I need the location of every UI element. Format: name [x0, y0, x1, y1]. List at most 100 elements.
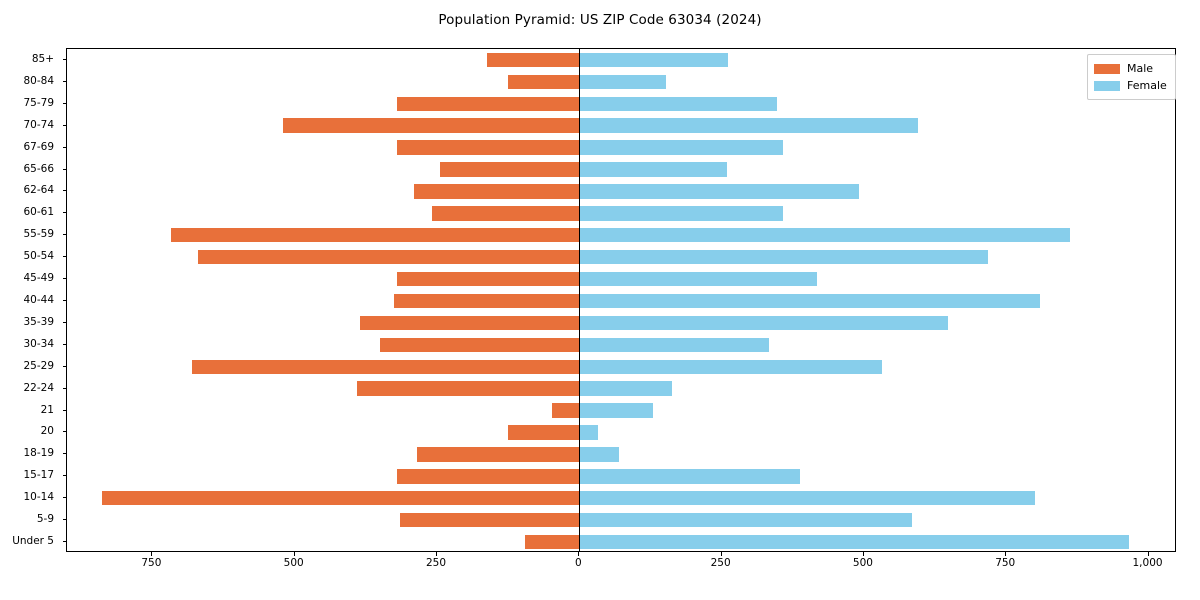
x-tick-label: 750 — [141, 557, 162, 569]
bar-male — [101, 490, 580, 506]
y-tick-mark — [62, 212, 66, 214]
x-tick-mark — [862, 552, 864, 556]
bar-male — [197, 249, 580, 265]
bar-row — [67, 490, 1175, 506]
bar-row — [67, 534, 1175, 550]
bar-male — [551, 403, 580, 418]
bar-male — [400, 512, 580, 528]
y-tick-mark — [62, 343, 66, 345]
x-tick-mark — [578, 552, 580, 556]
bar-male — [508, 74, 580, 90]
bar-female — [579, 140, 784, 155]
y-tick-label: 70-74 — [23, 118, 54, 131]
x-axis-tick-labels: 750 500 250 0 250 500 750 1,000 — [66, 557, 1176, 577]
x-tick-mark — [1005, 552, 1007, 556]
y-tick-mark — [62, 475, 66, 477]
zero-axis-line — [579, 49, 581, 551]
y-tick-mark — [62, 190, 66, 192]
chart-legend: Male Female — [1087, 54, 1176, 100]
bar-male — [417, 447, 580, 462]
legend-item-male: Male — [1094, 60, 1169, 77]
x-tick-label: 750 — [995, 557, 1016, 569]
bar-male — [397, 469, 580, 484]
y-tick-label: 25-29 — [23, 359, 54, 372]
bar-row — [67, 96, 1175, 111]
y-tick-mark — [62, 409, 66, 411]
bar-row — [67, 249, 1175, 265]
x-tick-mark — [436, 552, 437, 556]
bar-male — [380, 337, 580, 353]
bar-row — [67, 184, 1175, 199]
bar-row — [67, 140, 1175, 155]
y-tick-label: 50-54 — [23, 250, 54, 263]
bar-row — [67, 359, 1175, 374]
legend-label-female: Female — [1127, 79, 1167, 92]
y-tick-mark — [62, 431, 66, 433]
x-tick-mark — [1147, 552, 1149, 556]
bar-female — [579, 74, 667, 90]
x-tick-label: 250 — [425, 557, 447, 569]
bar-male — [525, 534, 580, 550]
y-tick-mark — [62, 168, 66, 170]
bar-female — [579, 206, 784, 221]
x-tick-label: 500 — [283, 557, 304, 569]
y-tick-mark — [62, 365, 66, 367]
y-tick-label: 60-61 — [23, 206, 54, 219]
bar-male — [170, 228, 580, 243]
bar-male — [432, 206, 580, 221]
y-tick-mark — [62, 146, 66, 148]
bar-male — [394, 293, 580, 309]
y-tick-mark — [62, 278, 66, 280]
x-tick-mark — [151, 552, 153, 556]
y-tick-mark — [62, 497, 66, 499]
y-tick-mark — [62, 387, 66, 389]
bar-male — [357, 381, 580, 396]
y-tick-mark — [62, 58, 66, 60]
bar-female — [579, 425, 598, 440]
y-tick-label: 62-64 — [23, 184, 54, 197]
bar-male — [397, 271, 580, 287]
bars-layer — [67, 49, 1175, 551]
legend-item-female: Female — [1094, 77, 1169, 94]
y-tick-label: 21 — [40, 403, 54, 416]
bar-row — [67, 315, 1175, 331]
bar-row — [67, 206, 1175, 221]
x-axis-tick-marks — [66, 552, 1176, 556]
bar-row — [67, 118, 1175, 133]
x-tick-label: 250 — [710, 557, 731, 569]
bar-male — [397, 96, 580, 111]
bar-male — [439, 162, 580, 177]
y-tick-label: 10-14 — [23, 491, 54, 504]
bar-female — [579, 381, 672, 396]
bar-female — [579, 271, 818, 287]
y-tick-mark — [62, 321, 66, 323]
legend-swatch-female — [1094, 80, 1120, 91]
x-tick-mark — [720, 552, 722, 556]
bar-female — [579, 512, 913, 528]
y-tick-label: 85+ — [31, 52, 54, 65]
bar-female — [579, 162, 728, 177]
bar-male — [487, 52, 580, 68]
y-tick-mark — [62, 453, 66, 455]
bar-row — [67, 293, 1175, 309]
y-tick-label: 67-69 — [23, 140, 54, 153]
y-axis-tick-labels: 85+ 80-84 75-79 70-74 67-69 65-66 62-64 60-61 55… — [0, 48, 62, 552]
bar-row — [67, 512, 1175, 528]
bar-female — [579, 403, 654, 418]
y-tick-label: 45-49 — [23, 272, 54, 285]
bar-female — [579, 293, 1041, 309]
bar-male — [192, 359, 580, 374]
y-tick-label: Under 5 — [12, 535, 54, 548]
bar-female — [579, 249, 988, 265]
bar-row — [67, 228, 1175, 243]
y-tick-mark — [62, 256, 66, 258]
bar-row — [67, 271, 1175, 287]
bar-row — [67, 381, 1175, 396]
y-tick-label: 20 — [40, 425, 54, 438]
bar-male — [508, 425, 580, 440]
bar-row — [67, 403, 1175, 418]
bar-female — [579, 534, 1129, 550]
y-axis-tick-marks — [62, 48, 66, 552]
y-tick-label: 5-9 — [36, 513, 54, 526]
